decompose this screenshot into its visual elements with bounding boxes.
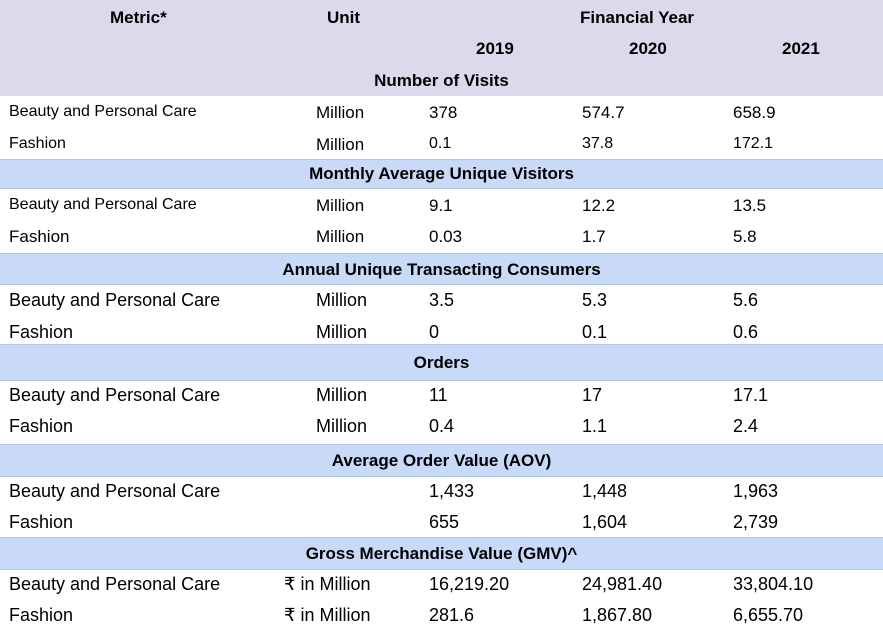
value-2020: 1,867.80 bbox=[582, 605, 653, 625]
table-row: Fashion ₹ in Million 281.6 1,867.80 6,65… bbox=[0, 600, 883, 633]
unit-cell: Million bbox=[316, 322, 368, 342]
value-2019: 3.5 bbox=[429, 290, 455, 310]
value-2020: 1,448 bbox=[582, 481, 628, 501]
table-row: Beauty and Personal Care Million 3.5 5.3… bbox=[0, 285, 883, 317]
value-2021: 2.4 bbox=[733, 416, 759, 436]
value-2019: 378 bbox=[429, 103, 458, 122]
table-row: Beauty and Personal Care Million 378 574… bbox=[0, 96, 883, 128]
metric-cell: Fashion bbox=[9, 416, 74, 436]
value-2021: 17.1 bbox=[733, 385, 769, 405]
value-2021: 0.6 bbox=[733, 322, 759, 342]
section-title: Average Order Value (AOV) bbox=[331, 451, 552, 470]
metric-cell: Beauty and Personal Care bbox=[9, 385, 221, 405]
value-2021: 658.9 bbox=[733, 103, 776, 122]
value-2019: 11 bbox=[429, 385, 448, 405]
unit-cell: Million bbox=[316, 196, 365, 215]
value-2019: 0.03 bbox=[429, 227, 463, 246]
value-2019: 281.6 bbox=[429, 605, 475, 625]
value-2021: 1,963 bbox=[733, 481, 779, 501]
value-2021: 5.8 bbox=[733, 227, 757, 246]
table-row: Beauty and Personal Care ₹ in Million 16… bbox=[0, 569, 883, 600]
unit-cell: Million bbox=[316, 290, 368, 310]
value-2019: 9.1 bbox=[429, 196, 453, 215]
value-2019: 0 bbox=[429, 322, 440, 342]
value-2021: 5.6 bbox=[733, 290, 759, 310]
unit-cell: Million bbox=[316, 227, 365, 246]
section-header: Gross Merchandise Value (GMV)^ bbox=[0, 537, 883, 570]
value-2019: 0.1 bbox=[429, 135, 452, 152]
section-header: Monthly Average Unique Visitors bbox=[0, 159, 883, 189]
financial-year-header: Financial Year bbox=[580, 8, 695, 27]
value-2020: 37.8 bbox=[582, 135, 614, 152]
value-2021: 6,655.70 bbox=[733, 605, 804, 625]
value-2020: 1.1 bbox=[582, 416, 608, 436]
metric-cell: Beauty and Personal Care bbox=[9, 574, 221, 594]
year-header-2019: 2019 bbox=[476, 39, 514, 58]
unit-cell: Million bbox=[316, 135, 365, 154]
value-2019: 655 bbox=[429, 512, 460, 532]
table-row: Fashion Million 0.1 37.8 172.1 bbox=[0, 128, 883, 160]
metric-cell: Beauty and Personal Care bbox=[9, 290, 221, 310]
value-2020: 574.7 bbox=[582, 103, 625, 122]
section-title: Orders bbox=[413, 353, 470, 372]
value-2020: 0.1 bbox=[582, 322, 608, 342]
value-2021: 33,804.10 bbox=[733, 574, 814, 594]
unit-cell: ₹ in Million bbox=[284, 574, 371, 594]
value-2020: 1.7 bbox=[582, 227, 606, 246]
year-header-2021: 2021 bbox=[782, 39, 820, 58]
table-row: Beauty and Personal Care Million 11 17 1… bbox=[0, 380, 883, 411]
value-2021: 13.5 bbox=[733, 196, 767, 215]
table-header: Metric* Unit Financial Year 2019 2020 20… bbox=[0, 0, 883, 96]
metric-cell: Fashion bbox=[9, 135, 66, 152]
value-2019: 1,433 bbox=[429, 481, 475, 501]
unit-cell: ₹ in Million bbox=[284, 605, 371, 625]
section-header: Average Order Value (AOV) bbox=[0, 444, 883, 477]
section-header: Orders bbox=[0, 344, 883, 381]
value-2020: 24,981.40 bbox=[582, 574, 663, 594]
metric-cell: Beauty and Personal Care bbox=[9, 103, 197, 120]
value-2020: 12.2 bbox=[582, 196, 616, 215]
metric-cell: Fashion bbox=[9, 512, 74, 532]
table-row: Fashion Million 0 0.1 0.6 bbox=[0, 317, 883, 344]
value-2019: 0.4 bbox=[429, 416, 455, 436]
metric-cell: Beauty and Personal Care bbox=[9, 481, 221, 501]
metric-cell: Fashion bbox=[9, 322, 74, 342]
table-row: Fashion Million 0.03 1.7 5.8 bbox=[0, 220, 883, 252]
section-header: Annual Unique Transacting Consumers bbox=[0, 253, 883, 285]
value-2020: 1,604 bbox=[582, 512, 628, 532]
unit-cell: Million bbox=[316, 416, 368, 436]
section-title: Annual Unique Transacting Consumers bbox=[282, 260, 601, 279]
table-row: Fashion 655 1,604 2,739 bbox=[0, 507, 883, 537]
value-2020: 5.3 bbox=[582, 290, 608, 310]
unit-cell: Million bbox=[316, 385, 368, 405]
value-2021: 172.1 bbox=[733, 135, 774, 152]
value-2019: 16,219.20 bbox=[429, 574, 510, 594]
value-2021: 2,739 bbox=[733, 512, 779, 532]
table-row: Beauty and Personal Care 1,433 1,448 1,9… bbox=[0, 476, 883, 507]
metric-column-header: Metric* bbox=[110, 8, 167, 27]
table-row: Beauty and Personal Care Million 9.1 12.… bbox=[0, 189, 883, 220]
section-title: Number of Visits bbox=[374, 71, 509, 90]
section-title: Monthly Average Unique Visitors bbox=[309, 164, 574, 183]
section-title: Gross Merchandise Value (GMV)^ bbox=[305, 544, 578, 563]
unit-cell: Million bbox=[316, 103, 365, 122]
metric-cell: Fashion bbox=[9, 227, 70, 246]
value-2020: 17 bbox=[582, 385, 603, 405]
year-header-2020: 2020 bbox=[629, 39, 667, 58]
metric-cell: Fashion bbox=[9, 605, 74, 625]
unit-column-header: Unit bbox=[327, 8, 361, 27]
table-row: Fashion Million 0.4 1.1 2.4 bbox=[0, 411, 883, 444]
metric-cell: Beauty and Personal Care bbox=[9, 196, 197, 213]
